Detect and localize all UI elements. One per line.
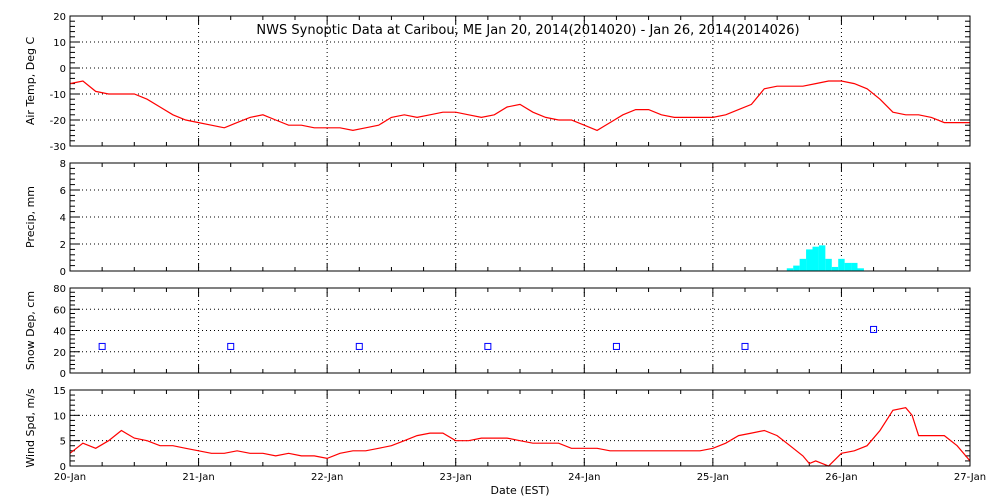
y-tick-label: 60 [53,305,66,316]
y-tick-label: 10 [53,38,66,49]
y-tick-label: 20 [53,348,66,359]
x-tick-label: 26-Jan [825,472,857,483]
series-line-temp [69,80,970,132]
y-tick-label: 80 [53,284,66,295]
series-line-wind [69,407,971,467]
precip-bar [812,246,819,271]
snow-point [484,342,492,350]
y-axis-label: Wind Spd, m/s [24,388,37,468]
y-axis-label: Snow Dep, cm [24,291,37,370]
precip-bar [806,249,813,271]
y-axis-label: Precip, mm [24,186,37,248]
chart-panels: -30 -20 -10 0 10 20 Air Temp, Deg C 0 2 4 6 8 Precip… [24,12,986,483]
precip-bar [851,262,858,271]
x-tick-label: 21-Jan [182,472,214,483]
precip-bar [818,245,826,271]
panel-snow: 0 20 40 60 80 Snow Dep, cm [24,284,971,380]
y-tick-label: 15 [53,386,66,397]
x-tick-label: 20-Jan [54,472,86,483]
panel-frame [69,162,971,272]
y-tick-label: 0 [60,267,66,278]
y-tick-label: -10 [50,90,66,101]
y-tick-label: 20 [53,12,66,23]
y-tick-label: 0 [60,462,66,473]
x-tick-label: 24-Jan [568,472,600,483]
x-tick-label: 23-Jan [440,472,472,483]
y-tick-label: 40 [53,327,66,338]
y-axis-label: Air Temp, Deg C [24,37,37,126]
snow-point [355,342,363,350]
x-tick-label: 27-Jan [954,472,986,483]
y-tick-label: 6 [60,186,66,197]
precip-bar [799,258,807,271]
y-tick-label: 0 [60,64,66,75]
y-tick-label: 10 [53,411,66,422]
panel-frame [69,287,971,374]
panel-frame [69,15,971,147]
x-tick-label: 22-Jan [311,472,343,483]
panel-temp: -30 -20 -10 0 10 20 Air Temp, Deg C [24,12,971,153]
snow-point [741,342,749,350]
y-tick-label: 5 [60,437,66,448]
chart-title: NWS Synoptic Data at Caribou, ME Jan 20,… [256,23,799,38]
precip-bar [838,258,845,271]
precip-bar [857,268,864,271]
precip-bar [793,265,800,271]
panel-frame [69,389,971,467]
precip-bar [844,262,852,271]
precip-bar [786,268,794,271]
panel-wind: 0 5 10 15 Wind Spd, m/s [24,386,971,473]
y-tick-label: -20 [50,116,66,127]
y-tick-label: 8 [60,159,66,170]
snow-point [98,342,106,350]
snow-point [870,325,878,333]
precip-bar [831,266,839,271]
y-tick-label: 0 [60,369,66,380]
snow-point [227,342,235,350]
x-tick-label: 25-Jan [697,472,729,483]
y-tick-label: 4 [60,213,66,224]
precip-bar [825,258,832,271]
y-tick-label: 2 [60,240,66,251]
x-axis-label: Date (EST) [490,484,549,497]
snow-point [612,342,620,350]
panel-precip: 0 2 4 6 8 Precip, mm [24,159,971,278]
y-tick-label: -30 [50,142,66,153]
